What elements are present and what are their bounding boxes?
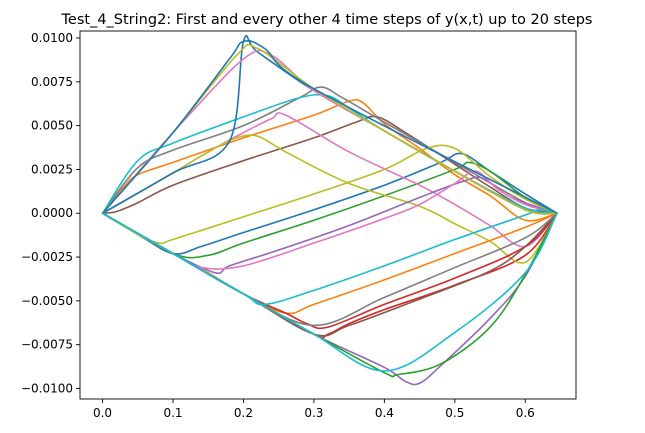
series-line-24 (101, 212, 558, 372)
y-tick-label: 0.0050 (31, 119, 73, 133)
y-axis: −0.0100 −0.0075 −0.0050 −0.0025 0.0000 0.0025… (21, 31, 80, 395)
series-line-6 (101, 115, 558, 215)
x-tick-label: 0.5 (445, 406, 464, 420)
y-tick-label: −0.0025 (21, 250, 73, 264)
y-tick-label: −0.0100 (21, 381, 73, 395)
series-layer (101, 34, 558, 386)
series-line-11 (101, 34, 558, 215)
y-tick-label: −0.0050 (21, 294, 73, 308)
y-tick-label: 0.0075 (31, 75, 73, 89)
series-line-3 (101, 161, 558, 259)
y-tick-label: −0.0075 (21, 338, 73, 352)
series-line-9 (101, 134, 558, 264)
y-tick-label: 0.0025 (31, 162, 73, 176)
y-tick-label: 0.0100 (31, 31, 73, 45)
x-tick-label: 0.3 (304, 406, 323, 420)
series-line-23 (101, 39, 558, 215)
series-line-18 (101, 212, 558, 327)
y-tick-label: 0.0000 (31, 206, 73, 220)
x-tick-label: 0.0 (93, 406, 112, 420)
x-axis: 0.0 0.1 0.2 0.3 0.4 0.5 0.6 (93, 399, 535, 420)
series-line-14 (101, 212, 558, 330)
series-line-16 (101, 212, 558, 337)
plot-frame (79, 30, 577, 400)
chart-title: Test_4_String2: First and every other 4 … (61, 12, 593, 28)
x-tick-label: 0.1 (163, 406, 182, 420)
series-line-2 (101, 98, 558, 222)
series-line-19 (101, 144, 558, 245)
series-line-1 (101, 152, 558, 255)
x-tick-label: 0.4 (375, 406, 394, 420)
x-tick-label: 0.2 (234, 406, 253, 420)
x-tick-label: 0.6 (516, 406, 535, 420)
